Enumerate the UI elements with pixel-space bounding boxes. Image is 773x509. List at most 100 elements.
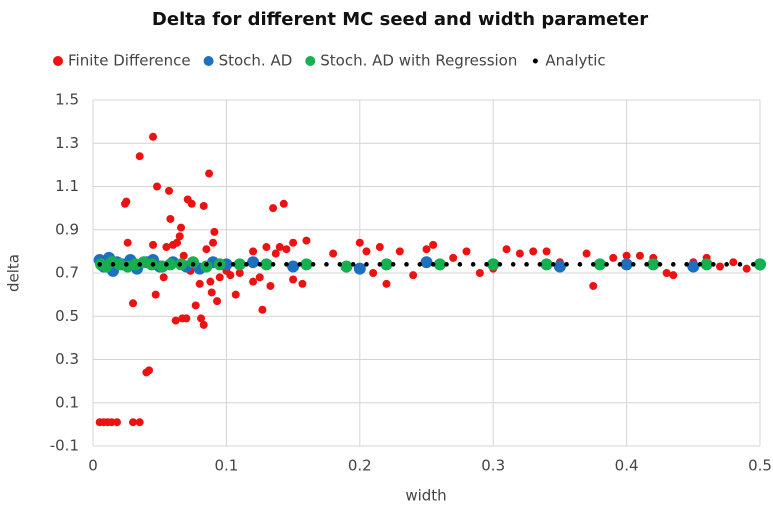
point [162, 243, 171, 252]
point [255, 273, 264, 282]
point [137, 262, 142, 267]
point [260, 258, 273, 271]
point [622, 251, 631, 260]
point [171, 316, 180, 325]
point [377, 262, 383, 267]
point [524, 262, 529, 267]
point [369, 269, 378, 277]
point [164, 258, 177, 271]
point [284, 262, 289, 267]
y-tick-label: 1.1 [55, 177, 79, 195]
point [297, 262, 303, 267]
y-tick-label: 1.3 [55, 134, 79, 152]
point [150, 262, 156, 267]
point [550, 262, 556, 267]
point [420, 256, 433, 269]
point [515, 249, 524, 258]
point [589, 281, 598, 290]
point [715, 262, 724, 271]
point [300, 258, 313, 271]
point [135, 152, 144, 161]
legend-marker [532, 58, 538, 64]
point [209, 238, 218, 247]
point [113, 418, 122, 427]
point [197, 314, 206, 323]
point [422, 245, 431, 254]
point [271, 249, 280, 258]
point [310, 262, 316, 267]
point [700, 258, 713, 271]
point [329, 249, 338, 258]
legend-label: Stoch. AD with Regression [320, 52, 517, 70]
point [204, 262, 209, 267]
point [177, 262, 183, 267]
point [390, 262, 396, 267]
point [289, 275, 298, 284]
point [182, 314, 191, 323]
point [697, 262, 703, 267]
x-tick-label: 0.4 [615, 457, 639, 475]
point [233, 258, 246, 271]
point [604, 262, 609, 267]
point [609, 253, 618, 262]
y-tick-label: 1.5 [55, 91, 79, 109]
point [249, 247, 258, 256]
point [670, 262, 676, 267]
point [444, 262, 449, 267]
point [275, 243, 284, 252]
y-tick-label: -0.1 [50, 437, 79, 455]
point [529, 247, 538, 256]
point [151, 290, 160, 299]
point [165, 186, 174, 195]
point [449, 253, 458, 262]
point [617, 262, 623, 267]
point [409, 271, 418, 280]
point [129, 299, 138, 308]
point [404, 262, 409, 267]
point [129, 418, 138, 427]
point [123, 238, 132, 247]
x-tick-label: 0.2 [348, 457, 372, 475]
point [684, 262, 689, 267]
point [754, 258, 766, 271]
point [187, 199, 196, 208]
point [470, 262, 476, 267]
x-tick-label: 0 [88, 457, 98, 475]
y-axis-label: delta [5, 254, 23, 292]
point [635, 251, 644, 260]
legend-label: Analytic [545, 52, 605, 70]
point [298, 279, 307, 288]
point [226, 271, 235, 280]
point [202, 245, 211, 254]
point [355, 238, 364, 247]
point [662, 269, 671, 277]
y-tick-label: 0.9 [55, 220, 79, 238]
point [487, 258, 500, 271]
point [149, 240, 158, 249]
point [462, 247, 471, 256]
x-tick-label: 0.3 [481, 457, 505, 475]
point [199, 320, 208, 329]
point [540, 258, 553, 271]
x-axis-label: width [405, 487, 446, 505]
point [457, 262, 463, 267]
point [737, 262, 743, 267]
point [302, 236, 311, 245]
point [289, 238, 298, 247]
point [258, 305, 267, 314]
point [353, 262, 366, 275]
point [590, 262, 596, 267]
point [542, 247, 551, 256]
point [266, 281, 275, 290]
point [287, 260, 300, 273]
point [231, 290, 240, 299]
point [362, 247, 371, 256]
point [724, 262, 729, 267]
point [582, 249, 591, 258]
point [647, 258, 660, 271]
point [742, 264, 751, 273]
point [711, 262, 716, 267]
point [644, 262, 649, 267]
y-tick-label: 0.7 [55, 264, 79, 282]
